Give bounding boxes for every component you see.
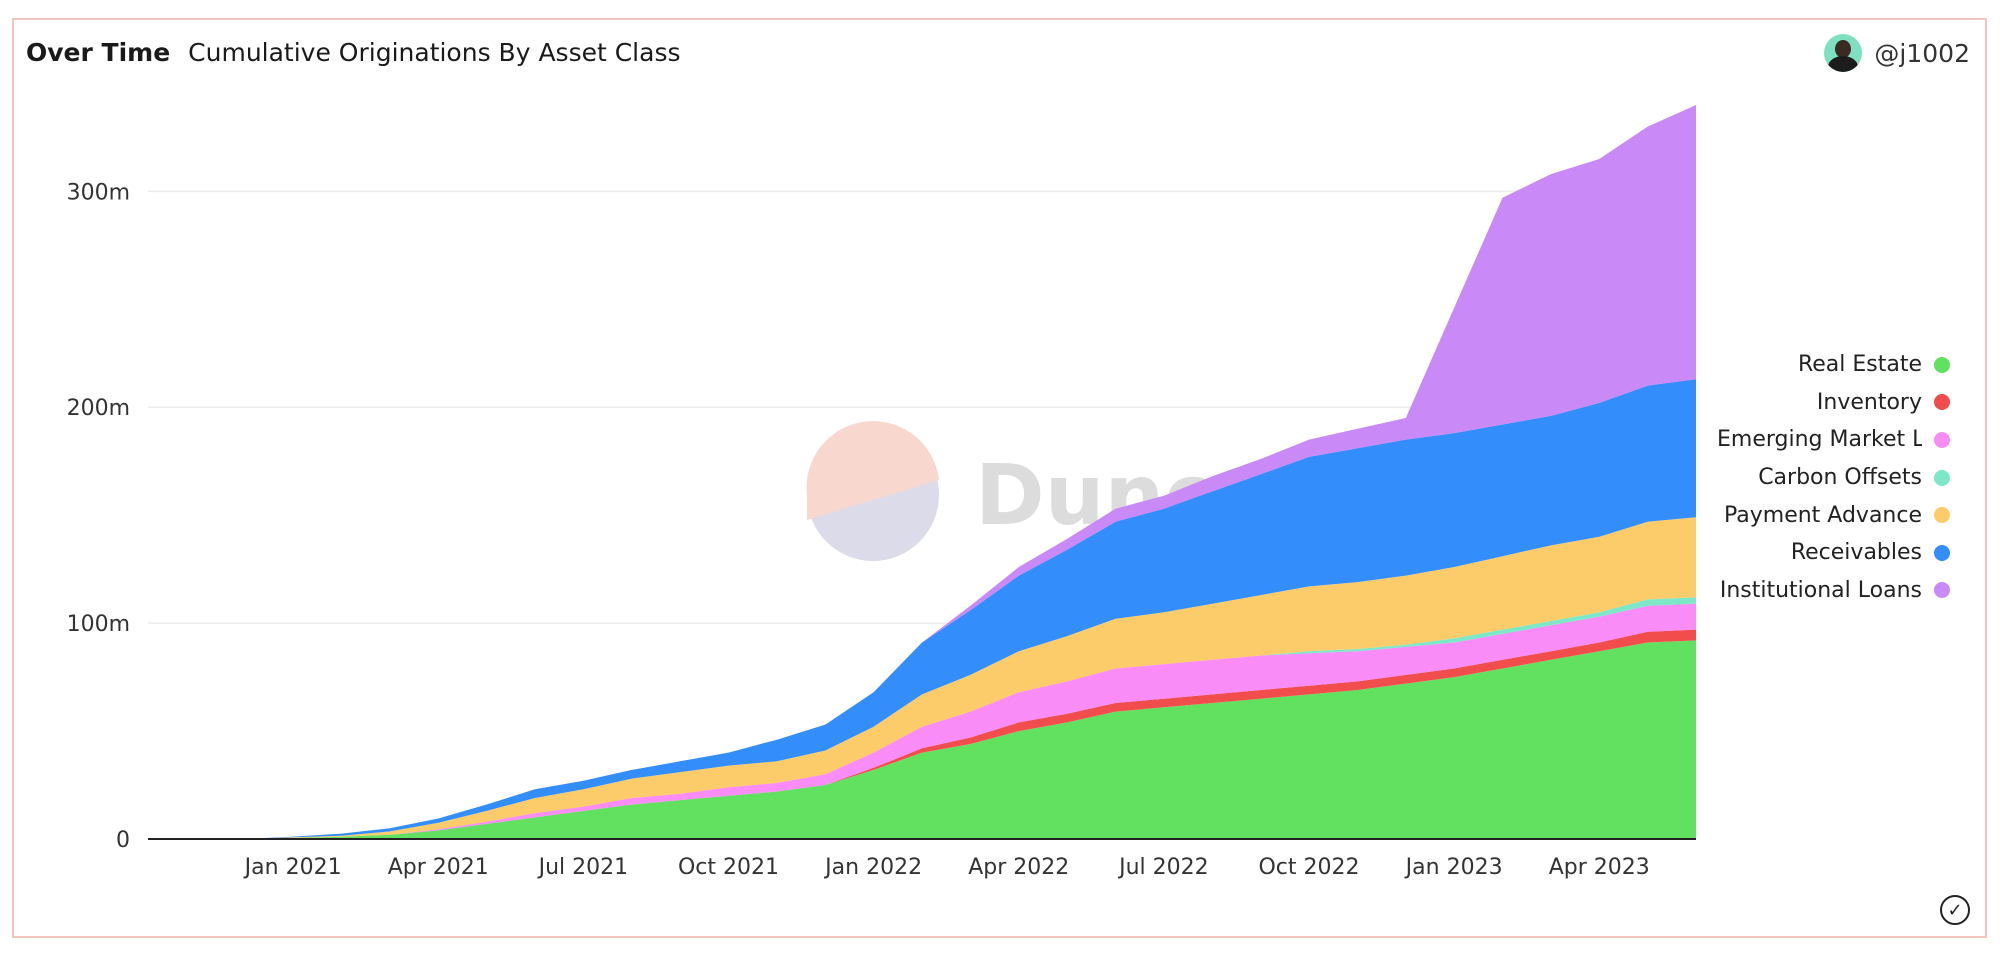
chart-title: Cumulative Originations By Asset Class — [188, 38, 681, 67]
area-emerging-market-lending[interactable] — [148, 603, 1696, 839]
area-real-estate[interactable] — [148, 640, 1696, 839]
legend-item[interactable]: Institutional Loans — [1690, 572, 1950, 610]
check-circle-icon[interactable]: ✓ — [1940, 895, 1970, 925]
y-axis: 0 100m 200m 300m — [67, 180, 130, 853]
author-badge[interactable]: @j1002 — [1824, 34, 1970, 72]
legend-swatch — [1934, 469, 1950, 486]
x-tick-label: Oct 2021 — [678, 855, 779, 880]
avatar[interactable] — [1824, 34, 1863, 72]
legend-item[interactable]: Inventory — [1690, 384, 1950, 422]
y-tick-label: 200m — [67, 396, 130, 421]
x-tick-label: Jul 2021 — [537, 855, 629, 880]
stacked-areas — [148, 105, 1696, 839]
y-tick-label: 0 — [116, 828, 130, 853]
area-receivables[interactable] — [148, 379, 1696, 839]
y-tick-label: 100m — [67, 612, 130, 637]
x-tick-label: Jul 2022 — [1117, 855, 1209, 880]
legend-swatch — [1934, 544, 1950, 561]
legend-swatch — [1934, 431, 1950, 448]
avatar-head — [1835, 40, 1852, 58]
legend: Real Estate Inventory Emerging Market Lend… — [1690, 346, 1950, 609]
legend-label: Institutional Loans — [1719, 577, 1922, 603]
legend-item[interactable]: Payment Advance — [1690, 496, 1950, 534]
legend-label: Payment Advance — [1723, 502, 1922, 528]
dune-watermark: Dune — [806, 421, 1221, 561]
area-payment-advance[interactable] — [148, 517, 1696, 839]
x-tick-label: Jan 2021 — [243, 855, 342, 880]
watermark-circle-upper — [806, 421, 939, 520]
legend-item[interactable]: Emerging Market Lending — [1690, 421, 1950, 459]
chart-header: Over Time Cumulative Originations By Ass… — [26, 38, 681, 67]
avatar-body — [1828, 56, 1859, 72]
view-tab[interactable]: Over Time — [26, 38, 171, 67]
x-tick-label: Jan 2022 — [823, 855, 922, 880]
legend-label: Emerging Market Lending — [1717, 427, 1922, 453]
legend-swatch — [1934, 394, 1950, 411]
x-tick-label: Apr 2022 — [968, 855, 1069, 880]
x-tick-label: Oct 2022 — [1258, 855, 1359, 880]
legend-item[interactable]: Carbon Offsets — [1690, 459, 1950, 497]
legend-swatch — [1934, 356, 1950, 373]
legend-label: Receivables — [1790, 540, 1922, 566]
x-axis: Jan 2021 Apr 2021 Jul 2021 Oct 2021 Jan 2022… — [243, 855, 1650, 880]
legend-swatch — [1934, 507, 1950, 524]
x-tick-label: Apr 2023 — [1549, 855, 1650, 880]
legend-swatch — [1934, 582, 1950, 599]
y-tick-label: 300m — [67, 180, 130, 205]
legend-item[interactable]: Receivables — [1690, 534, 1950, 572]
legend-item[interactable]: Real Estate — [1690, 346, 1950, 384]
legend-label: Carbon Offsets — [1758, 465, 1922, 491]
legend-label: Real Estate — [1797, 352, 1922, 378]
x-tick-label: Apr 2021 — [388, 855, 489, 880]
author-handle[interactable]: @j1002 — [1874, 38, 1970, 68]
x-tick-label: Jan 2023 — [1404, 855, 1503, 880]
legend-label: Inventory — [1816, 389, 1922, 415]
